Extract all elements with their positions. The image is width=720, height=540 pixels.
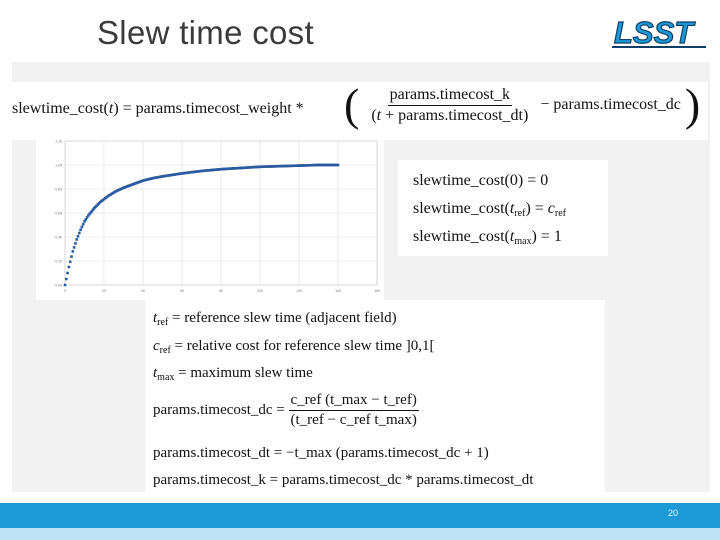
data-point xyxy=(88,212,91,216)
chart-card xyxy=(36,134,384,300)
y-tick-label: 0.00 xyxy=(55,284,62,288)
data-point xyxy=(76,234,80,238)
data-point xyxy=(100,199,103,203)
conditions-card xyxy=(398,160,608,256)
formula-fraction: params.timecost_k (t + params.timecost_d… xyxy=(369,86,530,124)
y-tick-label: 0.20 xyxy=(55,260,62,264)
lsst-logo: LSST xyxy=(612,14,706,51)
x-tick-label: 100 xyxy=(257,289,263,293)
x-tick-label: 40 xyxy=(141,289,145,293)
data-point xyxy=(85,216,89,219)
data-point xyxy=(119,187,123,191)
formula-lhs-end: ) = params.timecost_weight * xyxy=(113,100,304,117)
data-point xyxy=(79,228,82,232)
data-point xyxy=(83,220,86,223)
def-cref: cref = relative cost for reference slew … xyxy=(153,338,435,356)
formula-lhs-var: t xyxy=(108,100,114,117)
main-formula: slewtime_cost(t) = params.timecost_weigh… xyxy=(12,101,304,117)
left-paren: ( xyxy=(344,79,360,130)
formula-numerator: params.timecost_k xyxy=(387,86,513,106)
data-point xyxy=(66,271,69,275)
data-point xyxy=(71,250,75,253)
x-tick-label: 160 xyxy=(374,289,380,293)
data-point xyxy=(87,214,90,217)
def-timecost-dc: params.timecost_dc = c_ref (t_max − t_re… xyxy=(153,392,419,428)
y-tick-label: 1.00 xyxy=(55,164,62,168)
data-point xyxy=(81,222,85,226)
y-tick-label: 0.40 xyxy=(55,236,62,240)
x-tick-label: 80 xyxy=(219,289,223,293)
def-timecost-dt: params.timecost_dt = −t_max (params.time… xyxy=(153,445,489,461)
right-paren: ) xyxy=(684,79,701,130)
plot-frame xyxy=(64,140,378,286)
data-point xyxy=(113,190,116,194)
data-point xyxy=(89,211,93,214)
data-point xyxy=(90,209,94,213)
data-point xyxy=(84,218,88,221)
condition-zero: slewtime_cost(0) = 0 xyxy=(413,172,549,189)
dc-numerator: c_ref (t_max − t_ref) xyxy=(288,393,419,411)
footer-strip xyxy=(0,528,720,540)
def-timecost-k: params.timecost_k = params.timecost_dc *… xyxy=(153,472,534,488)
data-point xyxy=(72,246,76,249)
slew-cost-chart: 0.00 0.20 0.40 0.60 0.80 1.00 1.20 0 20 40 60 80 100… xyxy=(55,140,380,294)
data-point xyxy=(78,231,81,235)
data-point xyxy=(68,260,72,264)
main-formula-card xyxy=(6,82,708,140)
dc-denominator: (t_ref − c_ref t_max) xyxy=(290,412,417,428)
formula-fraction-group: ( params.timecost_k (t + params.timecost… xyxy=(344,82,700,128)
footer-bar xyxy=(0,503,720,528)
formula-lhs: slewtime_cost( xyxy=(12,100,109,117)
y-tick-label: 0.60 xyxy=(55,212,62,216)
condition-ref: slewtime_cost(tref) = cref xyxy=(413,200,567,219)
condition-max: slewtime_cost(tmax) = 1 xyxy=(413,228,562,247)
svg-text:LSST: LSST xyxy=(614,15,696,50)
data-point xyxy=(67,265,71,269)
data-point xyxy=(106,194,110,198)
x-tick-label: 60 xyxy=(180,289,184,293)
data-point xyxy=(63,283,67,287)
slide-title: Slew time cost xyxy=(97,14,314,51)
x-tick-label: 20 xyxy=(102,289,106,293)
x-tick-label: 140 xyxy=(335,289,341,293)
y-tick-label: 0.80 xyxy=(55,188,62,192)
data-point xyxy=(101,198,104,202)
dc-fraction: c_ref (t_max − t_ref) (t_ref − c_ref t_m… xyxy=(288,393,419,428)
formula-minus-term: − params.timecost_dc xyxy=(540,95,681,113)
def-tref: tref = reference slew time (adjacent fie… xyxy=(153,310,397,328)
formula-denominator: (t + params.timecost_dt) xyxy=(371,106,529,124)
data-point xyxy=(107,194,111,197)
x-tick-label: 120 xyxy=(296,289,302,293)
def-tmax: tmax = maximum slew time xyxy=(153,365,313,383)
page-number: 20 xyxy=(668,508,679,518)
y-tick-label: 1.20 xyxy=(55,140,62,144)
x-tick-label: 0 xyxy=(64,289,66,293)
data-point xyxy=(75,238,78,241)
data-point xyxy=(91,208,95,211)
data-point xyxy=(70,255,73,258)
data-point xyxy=(65,277,68,281)
data-point xyxy=(74,242,77,245)
data-point xyxy=(336,163,340,167)
data-point xyxy=(80,225,84,229)
definitions-card xyxy=(145,300,605,492)
